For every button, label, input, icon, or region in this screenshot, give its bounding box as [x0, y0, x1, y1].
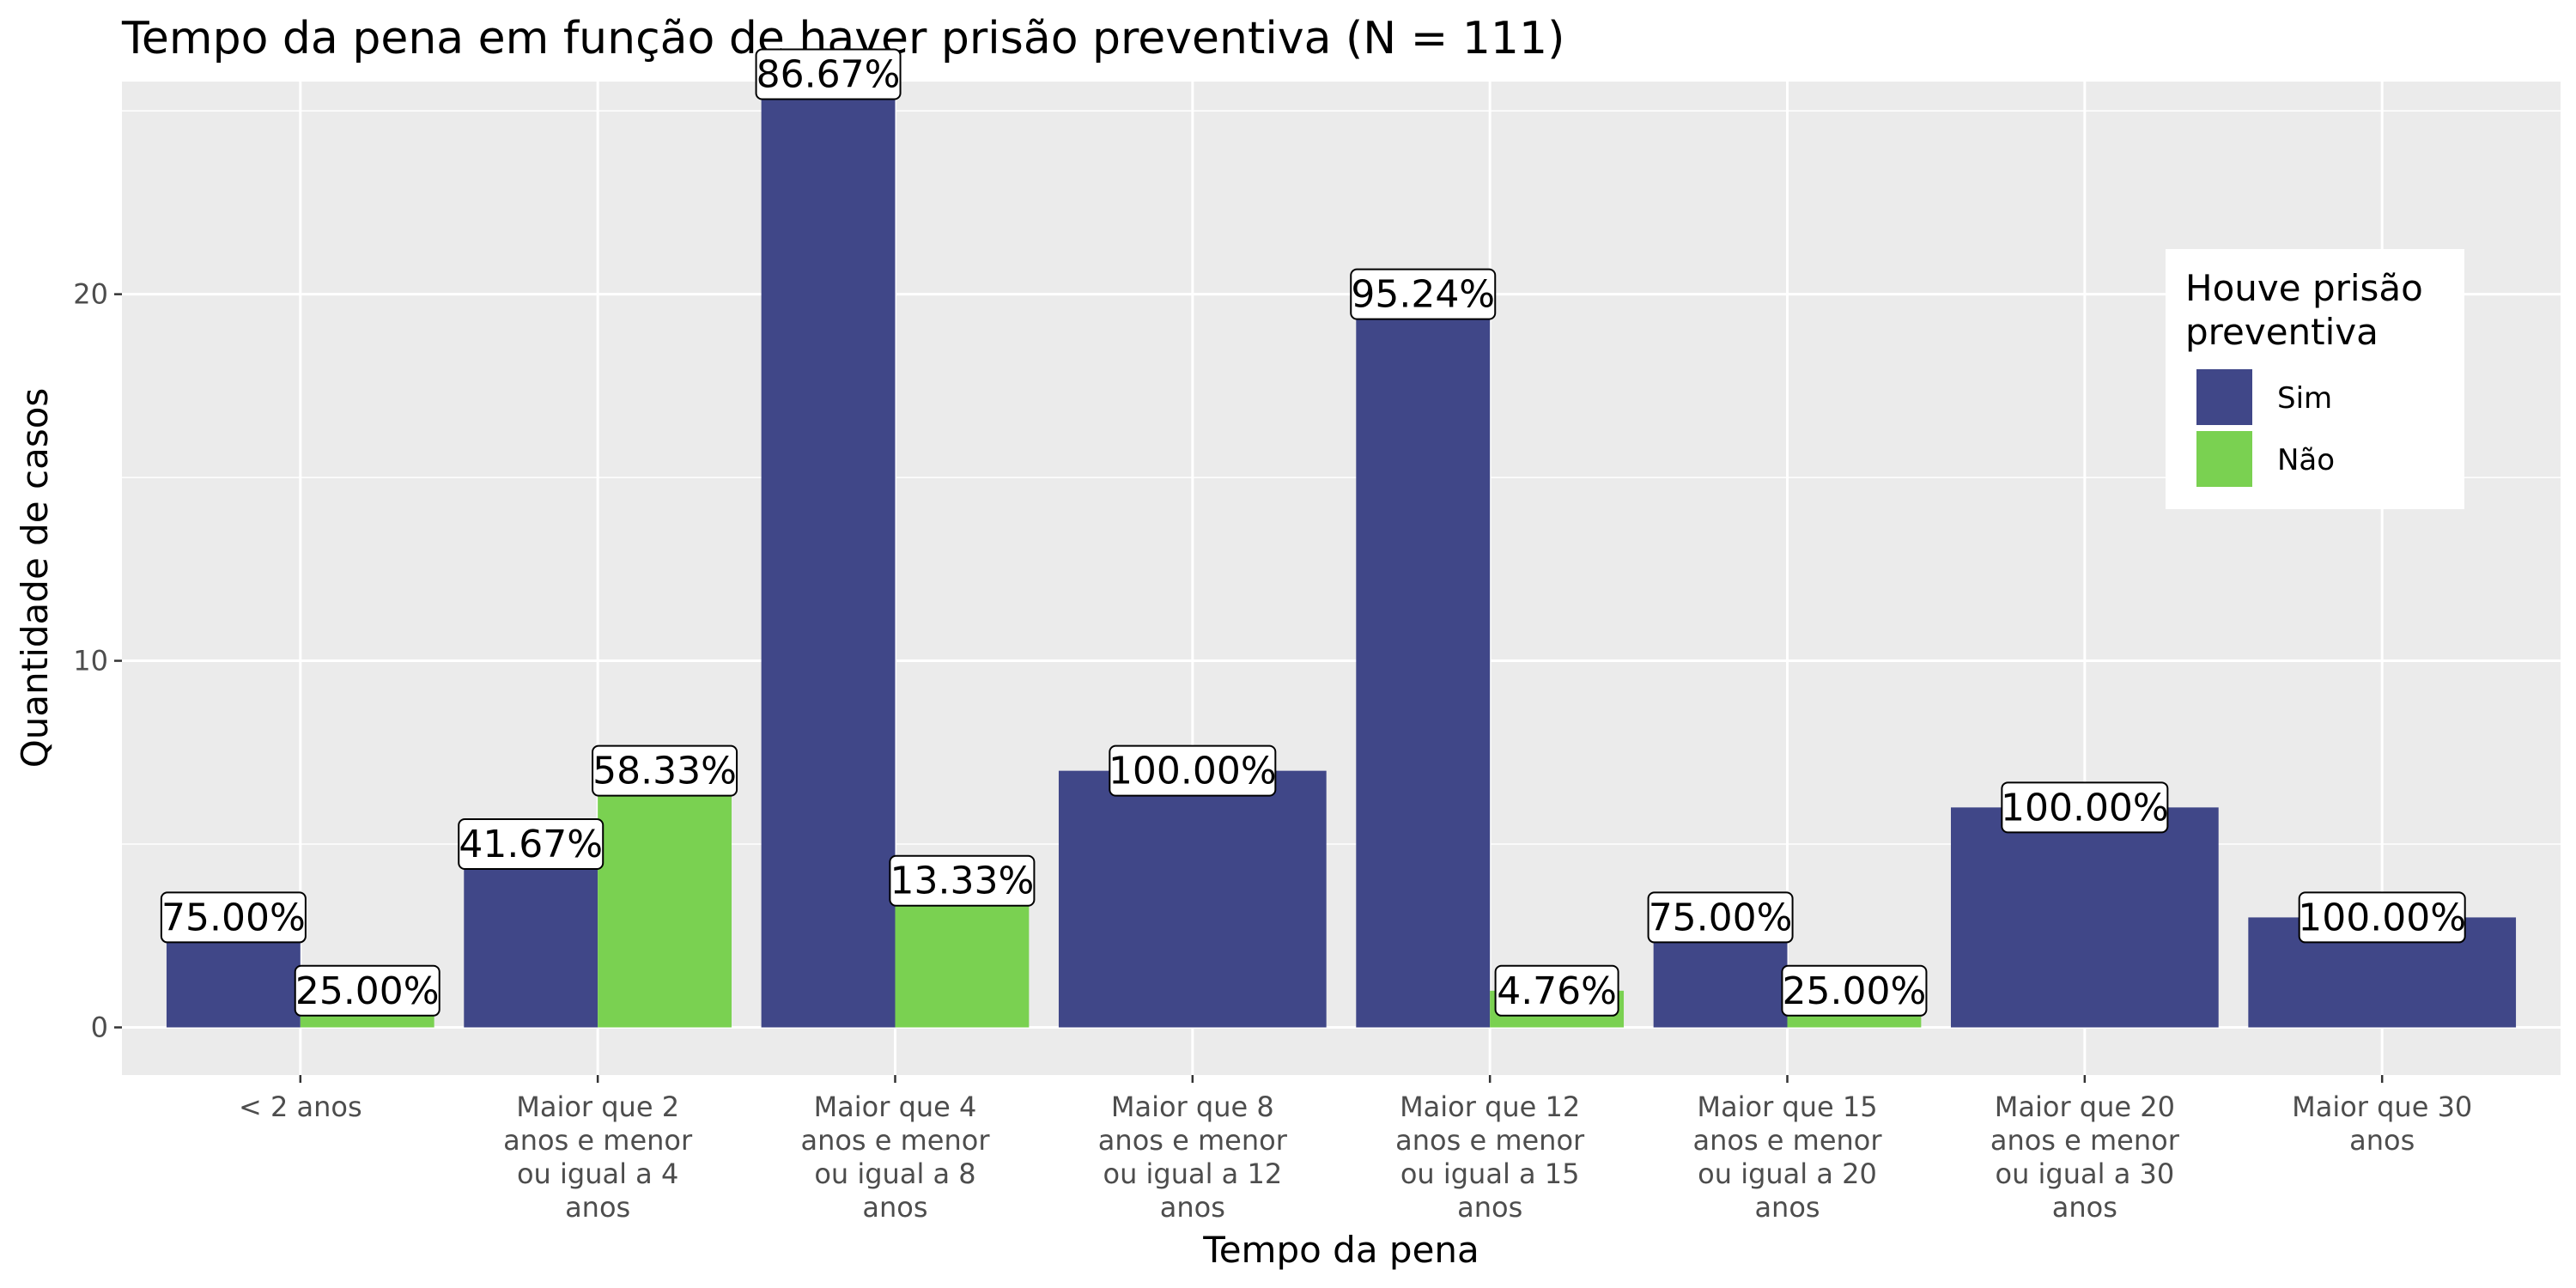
- data-label-text: 75.00%: [161, 896, 306, 939]
- bar-não: [598, 770, 732, 1028]
- data-label: 13.33%: [889, 854, 1036, 907]
- data-label: 100.00%: [1109, 744, 1277, 797]
- data-label-box: [1109, 744, 1277, 797]
- data-label-box: [889, 854, 1036, 907]
- data-label: 25.00%: [1781, 964, 1928, 1017]
- bar-sim: [1058, 770, 1327, 1028]
- bar-sim: [464, 844, 598, 1028]
- data-label-text: 100.00%: [2298, 896, 2466, 939]
- legend-items: Sim Não: [2196, 369, 2335, 487]
- y-tick-label: 10: [73, 645, 108, 677]
- legend-title: Houve prisão preventiva: [2185, 267, 2434, 353]
- bars: [166, 74, 2517, 1028]
- bar-sim: [1356, 294, 1491, 1028]
- data-label-text: 75.00%: [1649, 896, 1793, 939]
- data-label: 25.00%: [294, 964, 440, 1017]
- data-label: 95.24%: [1350, 268, 1497, 320]
- data-label-box: [2298, 891, 2466, 944]
- data-label-box: [458, 818, 605, 871]
- y-tick-label: 0: [91, 1011, 108, 1043]
- data-label-text: 4.76%: [1497, 969, 1617, 1013]
- data-label: 41.67%: [458, 818, 605, 871]
- bar-sim: [1951, 807, 2219, 1028]
- data-label: 4.76%: [1494, 964, 1619, 1017]
- x-tick-label: Maior que 4 anos e menor ou igual a 8 anos: [800, 1091, 990, 1224]
- legend-label: Não: [2277, 443, 2335, 477]
- data-label: 86.67%: [755, 48, 902, 100]
- data-label-text: 100.00%: [2001, 786, 2169, 829]
- y-axis-title: Quantidade de casos: [14, 388, 56, 769]
- x-tick-label: Maior que 30 anos: [2292, 1091, 2472, 1157]
- bar-sim: [761, 74, 896, 1028]
- data-label-text: 100.00%: [1109, 750, 1277, 793]
- x-tick-label: Maior que 8 anos e menor ou igual a 12 anos: [1098, 1091, 1288, 1224]
- data-label-text: 25.00%: [1783, 969, 1927, 1013]
- data-label-box: [592, 744, 738, 797]
- x-tick-label: Maior que 15 anos e menor ou igual a 20 ano…: [1692, 1091, 1882, 1224]
- data-label: 58.33%: [592, 744, 738, 797]
- data-label-box: [1494, 964, 1619, 1017]
- data-label: 75.00%: [160, 891, 307, 944]
- data-label-box: [2001, 781, 2169, 834]
- x-tick-label: Maior que 12 anos e menor ou igual a 15 ano…: [1395, 1091, 1585, 1224]
- data-label-box: [755, 48, 902, 100]
- x-tick-label: Maior que 2 anos e menor ou igual a 4 anos: [503, 1091, 693, 1224]
- x-tick-label: Maior que 20 anos e menor ou igual a 30 ano…: [1990, 1091, 2180, 1224]
- x-tick-label: < 2 anos: [239, 1091, 362, 1123]
- legend: Houve prisão preventiva Sim Não: [2166, 249, 2464, 509]
- legend-swatch: [2196, 431, 2252, 487]
- data-label: 100.00%: [2298, 891, 2466, 944]
- data-label-box: [1350, 268, 1497, 320]
- data-label-text: 95.24%: [1351, 273, 1495, 317]
- data-label-text: 58.33%: [592, 750, 737, 793]
- data-label-box: [294, 964, 440, 1017]
- data-label-text: 13.33%: [890, 860, 1035, 903]
- data-labels: 75.00% 25.00% 41.67% 58.33% 86.67% 13.33% 100.…: [160, 48, 2466, 1017]
- axes: 0 10 20 < 2 anos Maior que 2 anos e menor ou i…: [73, 278, 2472, 1224]
- x-axis-title: Tempo da pena: [1202, 1229, 1479, 1271]
- data-label-text: 86.67%: [756, 52, 901, 96]
- data-label-box: [160, 891, 307, 944]
- legend-swatch: [2196, 369, 2252, 425]
- y-tick-label: 20: [73, 278, 108, 311]
- data-label-text: 41.67%: [459, 823, 603, 866]
- data-label-box: [1781, 964, 1928, 1017]
- data-label: 75.00%: [1647, 891, 1794, 944]
- data-label-text: 25.00%: [295, 969, 440, 1013]
- data-label-box: [1647, 891, 1794, 944]
- data-label: 100.00%: [2001, 781, 2169, 834]
- legend-label: Sim: [2277, 381, 2332, 416]
